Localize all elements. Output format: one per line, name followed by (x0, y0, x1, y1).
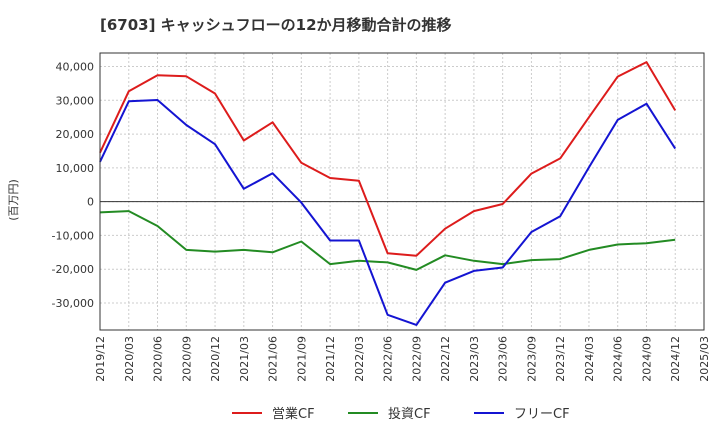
plot-area (100, 53, 704, 330)
y-tick-label: -20,000 (52, 263, 94, 276)
x-tick-label: 2021/06 (267, 336, 280, 382)
x-tick-label: 2023/12 (554, 336, 567, 382)
x-tick-label: 2020/06 (152, 336, 165, 382)
x-tick-label: 2021/09 (295, 336, 308, 382)
x-tick-label: 2021/12 (324, 336, 337, 382)
x-tick-labels: 2019/12 2020/03 2020/06 2020/09 2020/12 2021/… (94, 336, 711, 382)
x-tick-label: 2024/09 (640, 336, 653, 382)
x-tick-label: 2022/09 (410, 336, 423, 382)
y-tick-label: 40,000 (56, 61, 95, 74)
x-tick-label: 2024/12 (669, 336, 682, 382)
x-tick-label: 2022/03 (353, 336, 366, 382)
x-tick-label: 2021/03 (238, 336, 251, 382)
y-tick-label: 20,000 (56, 128, 95, 141)
y-tick-label: 30,000 (56, 94, 95, 107)
series-lines (99, 61, 677, 326)
x-tick-label: 2019/12 (94, 336, 107, 382)
chart-title: [6703] キャッシュフローの12か月移動合計の推移 (100, 16, 452, 34)
legend: 営業CF 投資CF フリーCF (232, 406, 570, 422)
x-tick-label: 2023/03 (468, 336, 481, 382)
legend-label-1: 投資CF (388, 406, 431, 422)
y-tick-label: -30,000 (52, 297, 94, 310)
x-tick-label: 2020/03 (123, 336, 136, 382)
series-line-1 (99, 210, 676, 271)
y-tick-labels: 40,000 30,000 20,000 10,000 0 -10,000 -20,000 -… (52, 61, 94, 310)
x-tick-label: 2024/03 (583, 336, 596, 382)
x-tick-label: 2024/06 (612, 336, 625, 382)
y-tick-label: 10,000 (56, 162, 95, 175)
x-tick-label: 2022/06 (382, 336, 395, 382)
x-tick-label: 2023/09 (525, 336, 538, 382)
y-tick-label: 0 (87, 196, 94, 209)
series-line-0 (99, 61, 677, 257)
plot-border (99, 52, 705, 331)
x-tick-label: 2023/06 (497, 336, 510, 382)
y-tick-label: -10,000 (52, 229, 94, 242)
x-tick-label: 2022/12 (439, 336, 452, 382)
x-tick-label: 2025/03 (698, 336, 711, 382)
y-axis-label: (百万円) (7, 179, 20, 221)
legend-label-0: 営業CF (272, 406, 315, 422)
x-tick-label: 2020/12 (209, 336, 222, 382)
series-line-2 (99, 99, 677, 326)
legend-label-2: フリーCF (514, 407, 570, 422)
x-tick-label: 2020/09 (180, 336, 193, 382)
